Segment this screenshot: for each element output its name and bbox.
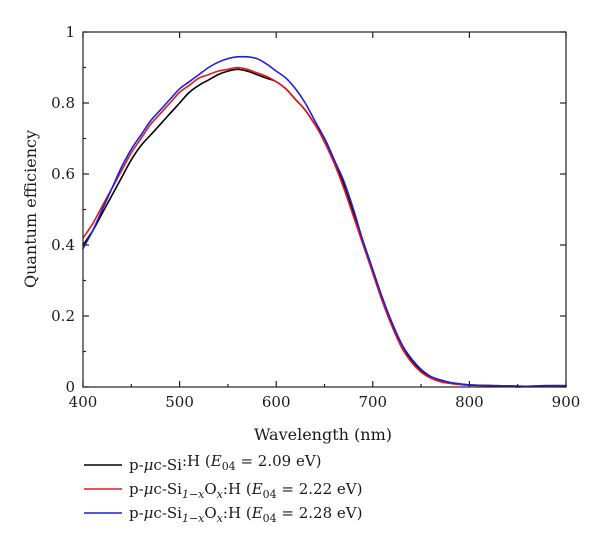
y-tick-label: 1 — [65, 23, 75, 41]
x-tick-label: 400 — [69, 393, 98, 411]
y-tick-label: 0.6 — [51, 165, 75, 183]
x-tick-label: 800 — [455, 393, 484, 411]
series-line-3 — [82, 55, 567, 388]
x-tick-label: 500 — [165, 393, 194, 411]
x-tick-label: 600 — [262, 393, 291, 411]
series-layer — [82, 55, 567, 388]
legend: p-μc-Si:H (E04 = 2.09 eV) p-μc-Si1−xOx:H … — [84, 452, 362, 525]
y-tick-label: 0.4 — [51, 236, 75, 254]
y-axis-label: Quantum efficiency — [21, 130, 40, 288]
y-tick-label: 0.8 — [51, 94, 75, 112]
x-axis-label: Wavelength (nm) — [254, 425, 392, 444]
axes: 400 500 600 700 800 900 0 0.2 0.4 0.6 0.8 1 — [51, 23, 580, 411]
y-tick-label: 0.2 — [51, 307, 75, 325]
legend-entry-2: p-μc-Si1−xOx:H (E04 = 2.22 eV) — [129, 480, 362, 501]
plot-frame — [82, 31, 567, 388]
x-tick-label: 900 — [552, 393, 581, 411]
series-line-2 — [82, 66, 567, 388]
x-tick-label: 700 — [358, 393, 387, 411]
legend-entry-1: p-μc-Si:H (E04 = 2.09 eV) — [129, 452, 322, 474]
y-tick-label: 0 — [65, 378, 75, 396]
legend-entry-3: p-μc-Si1−xOx:H (E04 = 2.28 eV) — [129, 504, 362, 525]
series-line-1 — [82, 68, 567, 388]
